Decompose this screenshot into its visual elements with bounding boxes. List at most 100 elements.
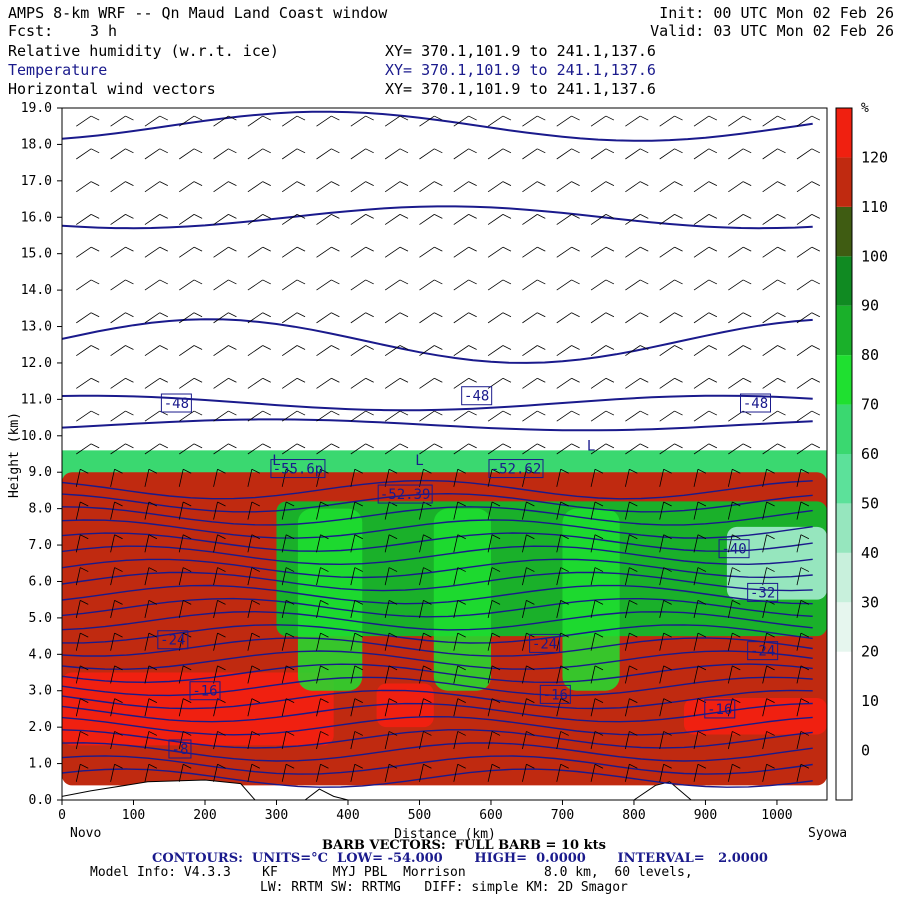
wind-barb (762, 181, 778, 193)
wind-barb (247, 148, 263, 160)
wind-barb-feather (296, 148, 306, 154)
contour-label: -40 (718, 539, 750, 559)
wind-barb-feather (125, 148, 134, 154)
wind-barb (728, 443, 744, 455)
wind-barb (796, 181, 813, 193)
wind-barb-feather (457, 468, 466, 474)
y-tick-label: 18.0 (21, 137, 52, 152)
wind-barb (659, 443, 675, 455)
wind-barb-feather (296, 115, 306, 121)
wind-barb-feather (537, 279, 546, 285)
wind-barb-feather (732, 665, 741, 671)
wind-barb-feather (251, 468, 261, 474)
contour-label: -48 (461, 386, 493, 406)
minimum-label: L (415, 453, 423, 469)
wind-barb-feather (296, 443, 306, 449)
wind-barb-feather (766, 567, 775, 572)
wind-barb (350, 698, 356, 717)
wind-barb-feather (697, 468, 707, 474)
wind-barb (693, 534, 699, 553)
wind-barb (762, 377, 778, 389)
wind-barb (76, 246, 92, 258)
wind-barb (247, 377, 263, 389)
wind-barb-feather (697, 731, 707, 736)
wind-barb (453, 633, 459, 651)
wind-barb-feather (491, 731, 501, 736)
wind-barb (659, 698, 665, 717)
wind-barb-feather (354, 567, 363, 572)
wind-barb (213, 633, 218, 651)
contour-label-box (529, 633, 561, 653)
wind-barb (247, 600, 253, 618)
wind-barb-feather (217, 534, 226, 540)
wind-barb (76, 345, 92, 356)
wind-barb (281, 665, 287, 684)
colorbar-label: 100 (861, 247, 888, 265)
wind-barb-feather (537, 345, 546, 350)
wind-barb (384, 534, 390, 553)
wind-barb (316, 377, 332, 389)
wind-barb (144, 279, 161, 291)
wind-barb-feather (296, 345, 306, 350)
wind-barb (281, 279, 298, 291)
wind-barb-feather (251, 599, 261, 605)
wind-barb (590, 312, 607, 324)
wind-barb (110, 698, 115, 717)
wind-barb-feather (526, 501, 535, 507)
wind-barb-feather (251, 763, 261, 769)
wind-barb-feather (560, 731, 569, 736)
x-tick-label: 600 (479, 808, 502, 823)
wind-barb (281, 214, 298, 225)
wind-barb-feather (708, 377, 718, 383)
contour-label-box (168, 739, 192, 759)
wind-barb-feather (320, 763, 329, 769)
contour-label-text: -32 (750, 585, 775, 601)
wind-barb (796, 469, 802, 487)
wind-barb (796, 443, 813, 455)
wind-barb (453, 377, 469, 389)
wind-barb (624, 698, 630, 717)
wind-barb (247, 279, 263, 291)
wind-barb-feather (766, 731, 775, 736)
wind-barb-feather (468, 410, 477, 416)
wind-barb-feather (663, 534, 672, 540)
wind-barb (487, 501, 493, 520)
wind-barb (75, 501, 81, 520)
wind-barb (556, 698, 562, 717)
wind-barb (384, 665, 390, 684)
wind-barb-feather (743, 181, 752, 186)
wind-barb-feather (468, 345, 477, 350)
wind-barb (178, 534, 184, 553)
wind-barb (762, 469, 767, 487)
wind-barb (693, 443, 710, 455)
wind-barb-feather (125, 279, 134, 285)
wind-barb (659, 377, 675, 389)
contour-label-text: -24 (160, 633, 185, 649)
wind-barb-feather (388, 567, 398, 572)
wind-barb (350, 312, 366, 324)
wind-barb (659, 345, 675, 356)
wind-barb (762, 246, 778, 258)
wind-barb-feather (663, 599, 672, 605)
wind-barb-feather (90, 377, 100, 383)
colorbar-segment (836, 602, 852, 652)
forecast-label: Fcst: (8, 22, 54, 40)
wind-barb (419, 214, 435, 225)
wind-barb-feather (262, 115, 271, 121)
wind-barb (110, 181, 126, 193)
wind-barb (110, 731, 115, 750)
wind-barb (762, 731, 767, 750)
wind-barb (693, 214, 710, 225)
wind-barb (659, 764, 665, 782)
wind-barb-feather (331, 410, 340, 416)
wind-barb (281, 312, 298, 324)
colorbar-segment (836, 701, 852, 751)
isotherm-line (62, 394, 813, 412)
wind-barb-feather (811, 279, 821, 285)
isotherm-line (62, 532, 813, 552)
wind-barb (693, 698, 699, 717)
wind-barb (110, 600, 115, 618)
x-tick-label: 200 (193, 808, 216, 823)
wind-barb (144, 181, 161, 193)
wind-barb-feather (331, 345, 340, 350)
